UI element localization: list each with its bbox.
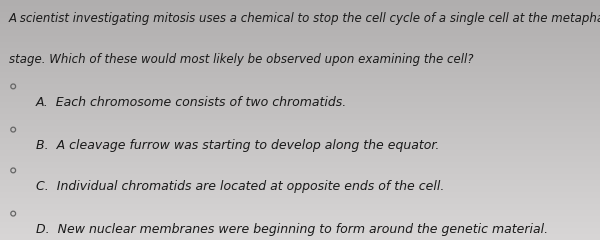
Text: A.  Each chromosome consists of two chromatids.: A. Each chromosome consists of two chrom… xyxy=(36,96,347,109)
Text: D.  New nuclear membranes were beginning to form around the genetic material.: D. New nuclear membranes were beginning … xyxy=(36,223,548,236)
Text: C.  Individual chromatids are located at opposite ends of the cell.: C. Individual chromatids are located at … xyxy=(36,180,445,193)
Text: stage. Which of these would most likely be observed upon examining the cell?: stage. Which of these would most likely … xyxy=(9,53,473,66)
Text: B.  A cleavage furrow was starting to develop along the equator.: B. A cleavage furrow was starting to dev… xyxy=(36,139,439,152)
Text: A scientist investigating mitosis uses a chemical to stop the cell cycle of a si: A scientist investigating mitosis uses a… xyxy=(9,12,600,25)
